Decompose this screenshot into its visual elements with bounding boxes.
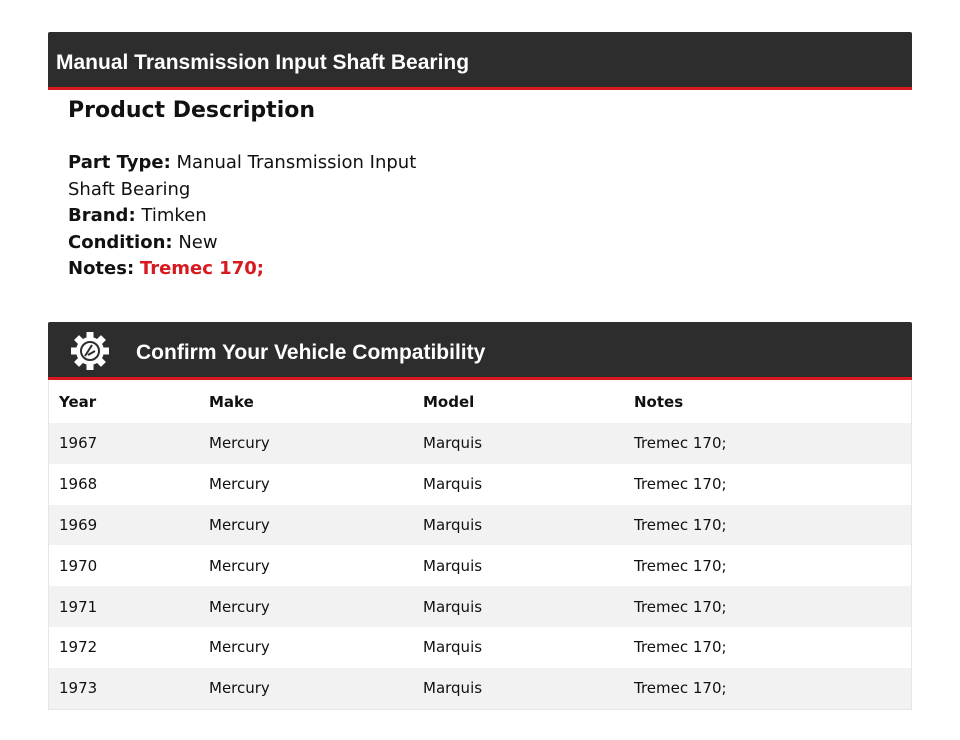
- cell-year: 1968: [59, 475, 98, 494]
- cell-model: Marquis: [423, 475, 483, 494]
- brand-value: Timken: [141, 205, 207, 226]
- table-row: 1972 Mercury Marquis Tremec 170;: [49, 627, 912, 668]
- cell-make: Mercury: [209, 556, 270, 575]
- brand-label: Brand:: [68, 205, 136, 226]
- condition-label: Condition:: [68, 231, 173, 253]
- cell-model: Marquis: [423, 434, 483, 453]
- cell-year: 1971: [59, 597, 98, 616]
- notes-value: Tremec 170;: [139, 258, 264, 279]
- cell-year: 1967: [59, 434, 98, 453]
- cell-make: Mercury: [209, 638, 270, 657]
- cell-model: Marquis: [423, 679, 483, 698]
- product-title-bar: Manual Transmission Input Shaft Bearing: [48, 32, 912, 90]
- compatibility-title: Confirm Your Vehicle Compatibility: [136, 341, 486, 364]
- column-header-model: Model: [423, 392, 475, 411]
- cell-notes: Tremec 170;: [634, 475, 727, 494]
- cell-notes: Tremec 170;: [634, 434, 727, 453]
- cell-make: Mercury: [209, 515, 270, 534]
- cell-year: 1969: [59, 515, 98, 534]
- column-header-notes: Notes: [634, 392, 684, 411]
- column-header-make: Make: [209, 392, 254, 411]
- notes-label: Notes:: [68, 258, 135, 279]
- cell-year: 1970: [59, 556, 98, 575]
- column-header-year: Year: [59, 392, 97, 411]
- product-title: Manual Transmission Input Shaft Bearing: [56, 51, 470, 74]
- cell-make: Mercury: [209, 434, 270, 453]
- cell-year: 1972: [59, 638, 98, 657]
- cell-notes: Tremec 170;: [634, 679, 727, 698]
- description-heading: Product Description: [68, 98, 316, 123]
- cell-notes: Tremec 170;: [634, 515, 727, 534]
- cell-make: Mercury: [209, 679, 270, 698]
- compatibility-header: Confirm Your Vehicle Compatibility: [48, 322, 912, 380]
- table-row: 1971 Mercury Marquis Tremec 170;: [48, 586, 912, 627]
- cell-make: Mercury: [209, 475, 270, 494]
- cell-notes: Tremec 170;: [634, 638, 727, 657]
- cell-model: Marquis: [423, 556, 483, 575]
- cell-model: Marquis: [423, 597, 483, 616]
- table-row: 1973 Mercury Marquis Tremec 170;: [48, 667, 912, 710]
- compatibility-table: Year Make Model Notes 1967 Mercury Marquis…: [48, 380, 912, 710]
- cell-model: Marquis: [423, 515, 483, 534]
- table-row: 1970 Mercury Marquis Tremec 170;: [49, 545, 912, 586]
- table-row: 1968 Mercury Marquis Tremec 170;: [49, 464, 912, 505]
- product-description: Part Type: Manual Transmission Input Sha…: [68, 150, 468, 283]
- table-header-row: Year Make Model Notes: [49, 380, 912, 423]
- cell-notes: Tremec 170;: [634, 597, 727, 616]
- part-type-value: Manual Transmission Input Shaft Bearing: [68, 152, 417, 200]
- cell-model: Marquis: [423, 638, 483, 657]
- cell-year: 1973: [59, 679, 98, 698]
- cell-notes: Tremec 170;: [634, 556, 727, 575]
- table-row: 1969 Mercury Marquis Tremec 170;: [48, 504, 912, 546]
- part-type-label: Part Type:: [68, 152, 171, 173]
- cell-make: Mercury: [209, 597, 270, 616]
- condition-value: New: [178, 231, 218, 253]
- gear-icon: [71, 332, 109, 370]
- table-row: 1967 Mercury Marquis Tremec 170;: [48, 423, 912, 464]
